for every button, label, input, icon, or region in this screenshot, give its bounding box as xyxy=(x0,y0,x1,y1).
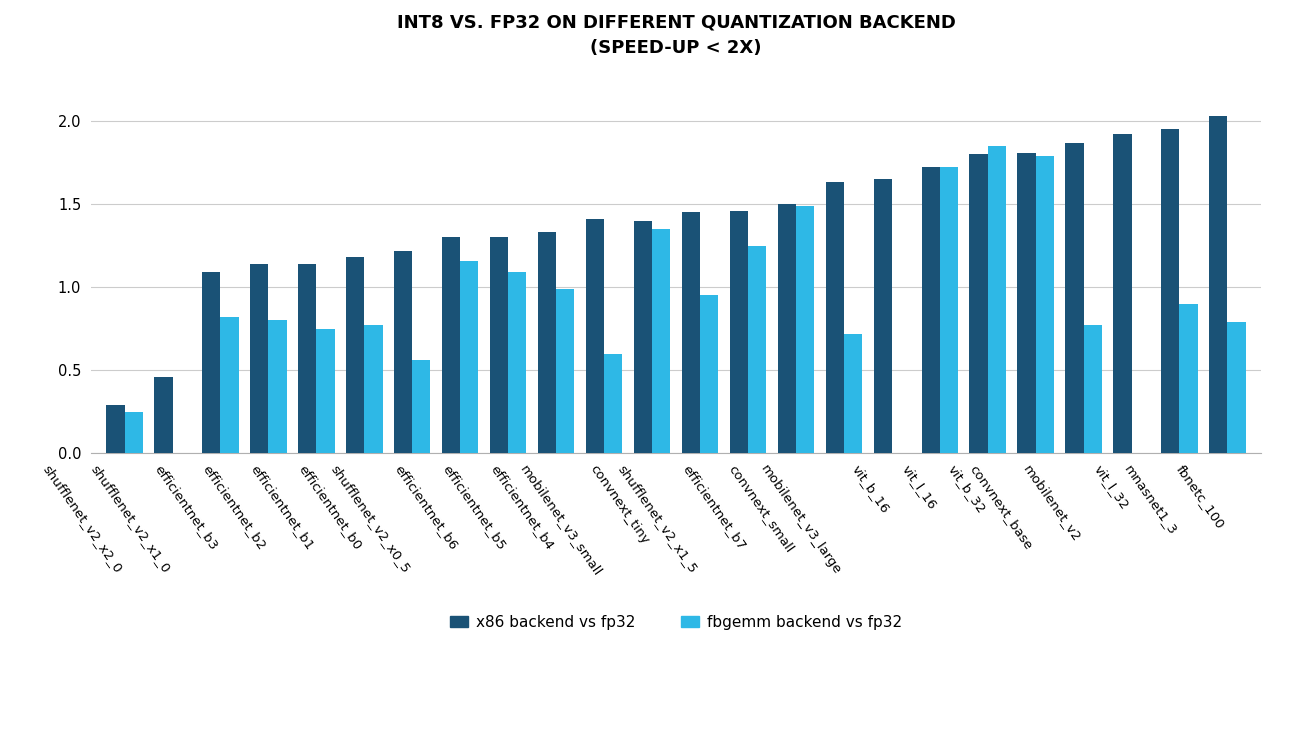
Title: INT8 VS. FP32 ON DIFFERENT QUANTIZATION BACKEND
(SPEED-UP < 2X): INT8 VS. FP32 ON DIFFERENT QUANTIZATION … xyxy=(396,14,956,57)
Bar xyxy=(777,204,796,453)
Bar xyxy=(826,183,844,453)
Bar xyxy=(634,221,653,453)
Bar xyxy=(796,205,814,453)
Bar xyxy=(1036,156,1054,453)
Bar xyxy=(970,154,988,453)
Bar xyxy=(298,264,316,453)
Bar xyxy=(221,317,239,453)
Bar xyxy=(346,257,364,453)
Bar xyxy=(653,229,671,453)
Bar xyxy=(508,272,526,453)
Bar xyxy=(107,405,125,453)
Bar xyxy=(1018,153,1036,453)
Bar xyxy=(1113,135,1131,453)
Bar xyxy=(1161,129,1179,453)
Bar xyxy=(874,179,892,453)
Bar xyxy=(844,333,862,453)
Bar xyxy=(394,251,412,453)
Bar xyxy=(747,246,766,453)
Bar xyxy=(155,376,173,453)
Bar xyxy=(364,325,382,453)
Legend: x86 backend vs fp32, fbgemm backend vs fp32: x86 backend vs fp32, fbgemm backend vs f… xyxy=(443,608,909,636)
Bar xyxy=(556,289,575,453)
Bar xyxy=(1209,116,1227,453)
Bar xyxy=(699,295,718,453)
Bar xyxy=(940,167,958,453)
Bar xyxy=(460,260,478,453)
Bar xyxy=(604,354,623,453)
Bar xyxy=(988,146,1006,453)
Bar xyxy=(412,360,430,453)
Bar xyxy=(538,232,556,453)
Bar xyxy=(1179,303,1197,453)
Bar xyxy=(316,329,334,453)
Bar xyxy=(1084,325,1102,453)
Bar xyxy=(268,320,286,453)
Bar xyxy=(125,412,143,453)
Bar xyxy=(442,238,460,453)
Bar xyxy=(922,167,940,453)
Bar xyxy=(203,272,221,453)
Bar xyxy=(729,211,747,453)
Bar xyxy=(250,264,268,453)
Bar xyxy=(490,238,508,453)
Bar xyxy=(586,219,605,453)
Bar xyxy=(1066,143,1084,453)
Bar xyxy=(681,212,699,453)
Bar xyxy=(1227,322,1245,453)
